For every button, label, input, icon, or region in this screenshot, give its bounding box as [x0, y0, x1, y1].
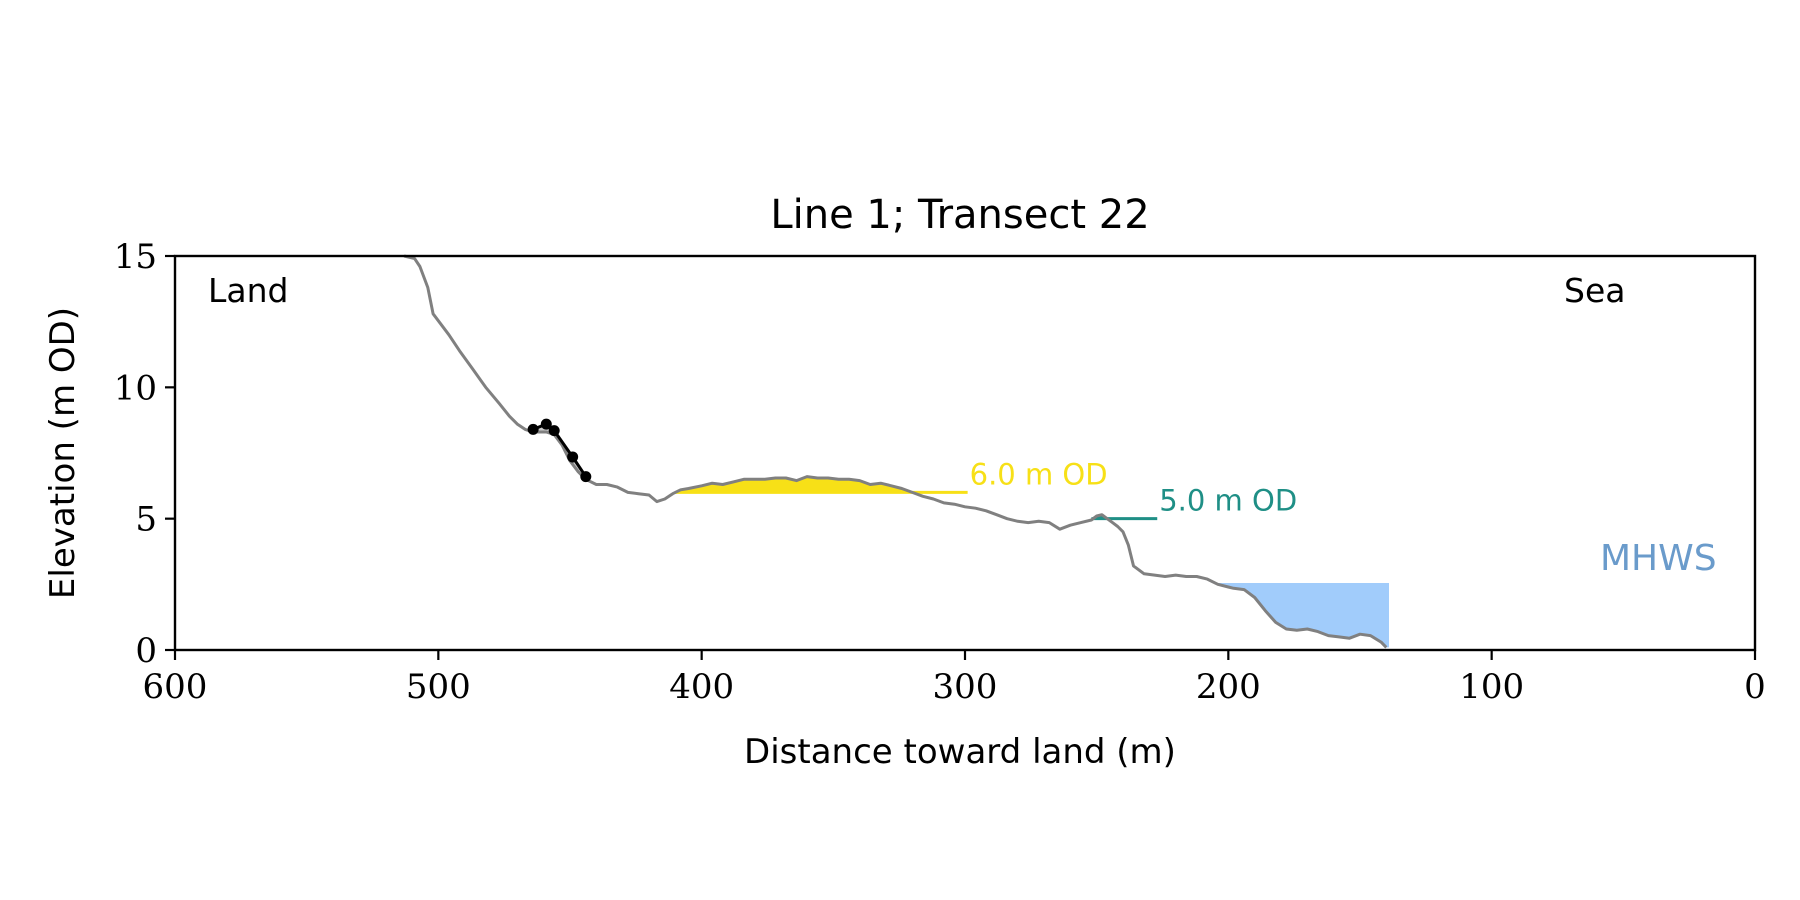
cliff-edge-point [527, 423, 539, 435]
cliff-edge-point [567, 451, 579, 463]
y-axis-label: Elevation (m OD) [43, 307, 83, 599]
y-tick-label: 0 [135, 631, 157, 671]
plot-area: 6.0 m OD 5.0 m OD MHWS [403, 254, 1717, 649]
axis-ticks: 600 500 400 300 200 100 0 0 5 10 15 [114, 237, 1766, 707]
contour-label-0: 6.0 m OD [970, 457, 1108, 491]
cliff-edge-point [540, 418, 552, 430]
sea-label: Sea [1564, 271, 1625, 310]
plot-frame [173, 254, 1757, 652]
y-tick-label: 10 [114, 368, 157, 408]
x-tick-label: 300 [933, 667, 998, 707]
mhws-label: MHWS [1600, 538, 1717, 579]
y-tick-label: 15 [114, 237, 157, 277]
contour-label-1: 5.0 m OD [1159, 484, 1297, 518]
y-tick-label: 5 [135, 500, 157, 540]
mhws-fill [1212, 583, 1389, 648]
cliff-edge-point [580, 471, 592, 483]
profile-line [403, 254, 1388, 649]
x-tick-label: 200 [1196, 667, 1261, 707]
x-tick-label: 400 [669, 667, 734, 707]
cliff-edge-point [548, 425, 560, 437]
land-label: Land [208, 271, 288, 310]
chart-title: Line 1; Transect 22 [770, 192, 1149, 238]
x-axis-label: Distance toward land (m) [744, 732, 1176, 772]
x-tick-label: 500 [406, 667, 471, 707]
x-tick-label: 0 [1744, 667, 1766, 707]
x-tick-label: 600 [143, 667, 208, 707]
x-tick-label: 100 [1459, 667, 1524, 707]
